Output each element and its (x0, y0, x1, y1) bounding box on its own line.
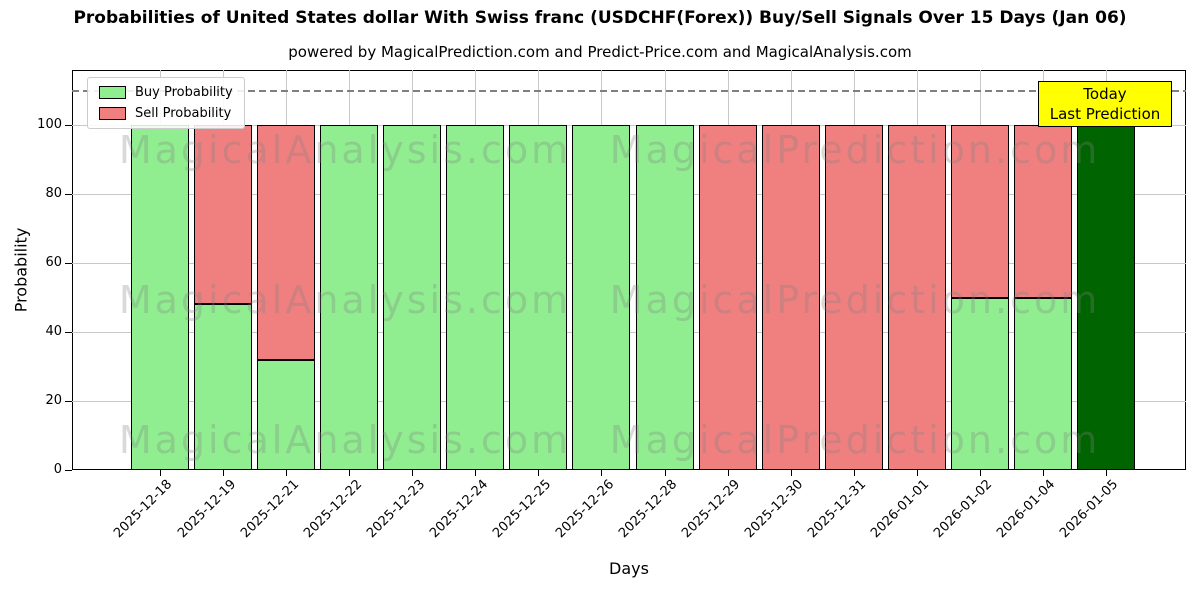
legend-swatch-sell (99, 107, 126, 120)
x-tick-label: 2025-12-21 (237, 477, 302, 542)
bar-segment-buy (1013, 297, 1072, 470)
y-tick-mark (65, 194, 72, 196)
bar-segment-buy (509, 125, 568, 470)
legend: Buy Probability Sell Probability (87, 77, 245, 129)
y-tick-label: 0 (53, 462, 62, 477)
y-tick-label: 100 (37, 117, 62, 133)
watermark-text: MagicalPrediction.com (609, 278, 1101, 322)
x-tick-mark (853, 470, 855, 476)
bar-segment-sell (257, 125, 316, 360)
legend-swatch-buy (99, 86, 126, 99)
bar-segment-buy (320, 125, 379, 470)
x-tick-label: 2026-01-04 (994, 477, 1059, 542)
bar-segment-buy (131, 125, 189, 470)
x-tick-label: 2026-01-01 (868, 477, 933, 542)
x-axis-label: Days (609, 559, 649, 578)
x-tick-mark (790, 470, 792, 476)
x-tick-mark (349, 470, 351, 476)
x-tick-label: 2025-12-26 (553, 477, 618, 542)
y-tick-mark (65, 263, 72, 265)
x-tick-label: 2025-12-25 (489, 477, 555, 542)
bar-segment-sell (824, 125, 883, 470)
legend-item-sell: Sell Probability (99, 106, 233, 121)
y-tick-mark (65, 470, 72, 471)
x-tick-mark (601, 470, 603, 476)
bar-segment-sell (1013, 125, 1072, 298)
x-tick-mark (223, 470, 225, 476)
x-tick-mark (1042, 470, 1044, 476)
x-tick-label: 2025-12-18 (111, 477, 176, 542)
x-tick-label: 2025-12-28 (616, 477, 681, 542)
bar-segment-sell (887, 125, 946, 470)
x-tick-mark (979, 470, 981, 476)
watermark-text: MagicalPrediction.com (609, 128, 1101, 172)
legend-label-sell: Sell Probability (135, 106, 232, 121)
y-tick-mark (65, 332, 72, 334)
y-tick-mark (65, 401, 72, 403)
x-tick-label: 2026-01-05 (1057, 477, 1122, 542)
x-tick-mark (727, 470, 729, 476)
watermark-text: MagicalAnalysis.com (118, 278, 572, 322)
x-tick-mark (916, 470, 918, 476)
x-tick-label: 2025-12-19 (174, 477, 239, 542)
bar-segment-sell (194, 125, 253, 305)
x-tick-mark (538, 470, 540, 476)
today-annotation-line2: Last Prediction (1049, 105, 1161, 123)
legend-label-buy: Buy Probability (135, 85, 233, 100)
x-tick-label: 2025-12-29 (679, 477, 744, 542)
bar-segment-buy (950, 297, 1009, 470)
y-tick-label: 40 (45, 324, 62, 340)
x-tick-label: 2025-12-24 (426, 477, 491, 542)
watermark-text: MagicalAnalysis.com (118, 128, 572, 172)
dashed-threshold-line (72, 89, 1186, 92)
x-tick-mark (1106, 470, 1107, 476)
x-tick-mark (286, 470, 288, 476)
x-tick-label: 2025-12-30 (742, 477, 807, 542)
bar-segment-sell (761, 125, 820, 470)
x-tick-mark (412, 470, 414, 476)
bar-segment-today (1077, 125, 1135, 470)
x-tick-mark (664, 470, 666, 476)
y-tick-mark (65, 125, 72, 127)
y-tick-label: 20 (45, 393, 62, 409)
x-tick-mark (475, 470, 477, 476)
x-tick-label: 2025-12-23 (363, 477, 428, 542)
x-tick-label: 2026-01-02 (931, 477, 996, 542)
watermark-text: MagicalAnalysis.com (118, 418, 572, 462)
bar-segment-sell (698, 125, 757, 470)
bar-segment-buy (194, 304, 253, 470)
today-annotation-line1: Today (1083, 85, 1127, 103)
x-tick-label: 2025-12-22 (300, 477, 365, 542)
x-tick-mark (160, 470, 161, 476)
chart-subtitle: powered by MagicalPrediction.com and Pre… (288, 43, 912, 61)
legend-item-buy: Buy Probability (99, 85, 233, 100)
bar-segment-buy (257, 359, 316, 470)
bar-segment-buy (383, 125, 442, 470)
y-tick-label: 60 (45, 255, 62, 271)
y-tick-label: 80 (45, 186, 62, 202)
bar-segment-buy (446, 125, 505, 470)
watermark-text: MagicalPrediction.com (609, 418, 1101, 462)
x-tick-label: 2025-12-31 (805, 477, 870, 542)
bar-segment-buy (635, 125, 694, 470)
today-annotation: Today Last Prediction (1038, 81, 1172, 127)
chart-title: Probabilities of United States dollar Wi… (73, 8, 1127, 28)
bar-segment-buy (572, 125, 631, 470)
bar-segment-sell (950, 125, 1009, 298)
